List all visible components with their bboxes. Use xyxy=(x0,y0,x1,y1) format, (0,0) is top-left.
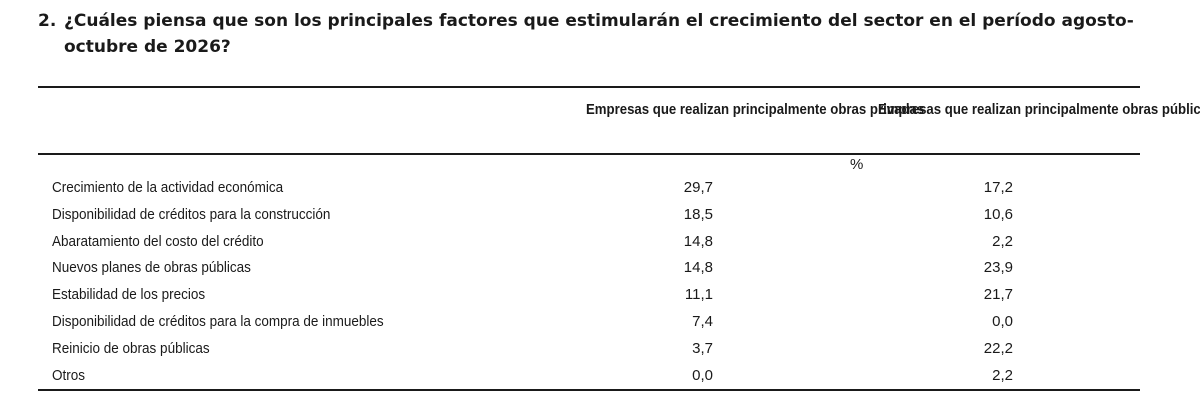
column-header-obras-publicas: Empresas que realizan principalmente obr… xyxy=(878,101,1200,118)
table-row: Reinicio de obras públicas 3,7 22,2 xyxy=(38,336,1140,363)
table-top-rule xyxy=(38,86,1140,88)
value-obras-publicas: 0,0 xyxy=(992,312,1013,330)
table-row: Disponibilidad de créditos para la const… xyxy=(38,202,1140,229)
table-row: Crecimiento de la actividad económica 29… xyxy=(38,175,1140,202)
question-heading: 2. ¿Cuáles piensa que son los principale… xyxy=(38,8,1188,60)
value-obras-privadas: 14,8 xyxy=(683,259,713,277)
table-header-rule xyxy=(38,153,1140,155)
row-label: Estabilidad de los precios xyxy=(52,286,206,304)
value-obras-publicas: 2,2 xyxy=(992,366,1013,384)
value-obras-privadas: 11,1 xyxy=(684,286,713,304)
row-label: Nuevos planes de obras públicas xyxy=(52,259,251,277)
table-row: Estabilidad de los precios 11,1 21,7 xyxy=(38,282,1140,309)
value-obras-privadas: 18,5 xyxy=(683,205,713,223)
value-obras-privadas: 14,8 xyxy=(683,232,713,250)
question-text: ¿Cuáles piensa que son los principales f… xyxy=(64,11,1134,57)
value-obras-publicas: 22,2 xyxy=(983,339,1013,357)
row-label: Abaratamiento del costo del crédito xyxy=(52,232,264,250)
table-bottom-rule xyxy=(38,389,1140,392)
column-header-obras-privadas: Empresas que realizan principalmente obr… xyxy=(586,101,925,118)
row-label: Disponibilidad de créditos para la const… xyxy=(52,205,331,223)
value-obras-privadas: 3,7 xyxy=(692,339,713,357)
value-obras-privadas: 29,7 xyxy=(683,179,713,196)
row-label: Crecimiento de la actividad económica xyxy=(52,179,284,196)
table-header: Empresas que realizan principalmente obr… xyxy=(38,88,1200,153)
value-obras-privadas: 7,4 xyxy=(692,312,713,330)
value-obras-publicas: 10,6 xyxy=(983,205,1013,223)
value-obras-publicas: 17,2 xyxy=(983,179,1013,196)
factors-table: Empresas que realizan principalmente obr… xyxy=(38,86,1200,392)
value-obras-privadas: 0,0 xyxy=(692,366,713,384)
unit-row: % xyxy=(38,155,1140,175)
table-row: Nuevos planes de obras públicas 14,8 23,… xyxy=(38,255,1140,282)
value-obras-publicas: 2,2 xyxy=(992,232,1013,250)
table-row: Otros 0,0 2,2 xyxy=(38,363,1140,390)
table-row: Abaratamiento del costo del crédito 14,8… xyxy=(38,229,1140,256)
value-obras-publicas: 21,7 xyxy=(983,286,1013,304)
question-number: 2. xyxy=(38,11,57,31)
row-label: Reinicio de obras públicas xyxy=(52,339,210,357)
row-label: Otros xyxy=(52,366,86,384)
table-row: Disponibilidad de créditos para la compr… xyxy=(38,309,1140,336)
row-label: Disponibilidad de créditos para la compr… xyxy=(52,312,384,330)
value-obras-publicas: 23,9 xyxy=(983,259,1013,277)
unit-label: % xyxy=(850,156,864,173)
